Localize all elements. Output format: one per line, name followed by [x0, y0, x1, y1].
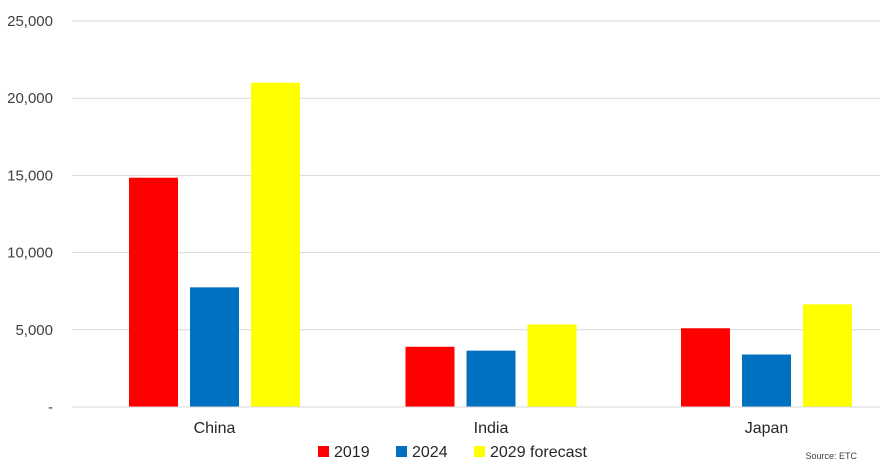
bar-india-2029-forecast	[527, 324, 577, 407]
bar-japan-2029-forecast	[803, 304, 852, 407]
x-axis-categories: China India Japan	[194, 420, 789, 437]
y-tick-label: 5,000	[15, 322, 53, 339]
bar-china-2024	[190, 287, 239, 407]
legend-label: 2024	[412, 444, 448, 461]
y-tick-label: 20,000	[7, 90, 53, 107]
bar-japan-2024	[742, 354, 791, 407]
bar-india-2019	[405, 346, 455, 407]
bar-india-2024	[466, 350, 516, 407]
legend-swatch	[396, 446, 407, 457]
y-tick-label: 15,000	[7, 167, 53, 184]
bar-china-2029-forecast	[251, 82, 300, 407]
bar-china-2019	[129, 177, 178, 407]
source-note: Source: ETC	[805, 451, 857, 461]
y-tick-label: -	[48, 399, 53, 416]
legend-label: 2029 forecast	[490, 444, 588, 461]
y-tick-label: 25,000	[7, 13, 53, 30]
legend: 2019 2024 2029 forecast	[318, 444, 588, 461]
bar-japan-2019	[681, 328, 730, 407]
legend-swatch	[318, 446, 329, 457]
legend-swatch	[474, 446, 485, 457]
x-category-label: Japan	[745, 420, 789, 437]
gridlines	[72, 20, 880, 331]
y-tick-label: 10,000	[7, 245, 53, 262]
x-category-label: China	[194, 420, 236, 437]
bars	[129, 82, 852, 407]
legend-label: 2019	[334, 444, 370, 461]
x-category-label: India	[474, 420, 509, 437]
y-axis-ticks: - 5,000 10,000 15,000 20,000 25,000	[7, 13, 53, 416]
